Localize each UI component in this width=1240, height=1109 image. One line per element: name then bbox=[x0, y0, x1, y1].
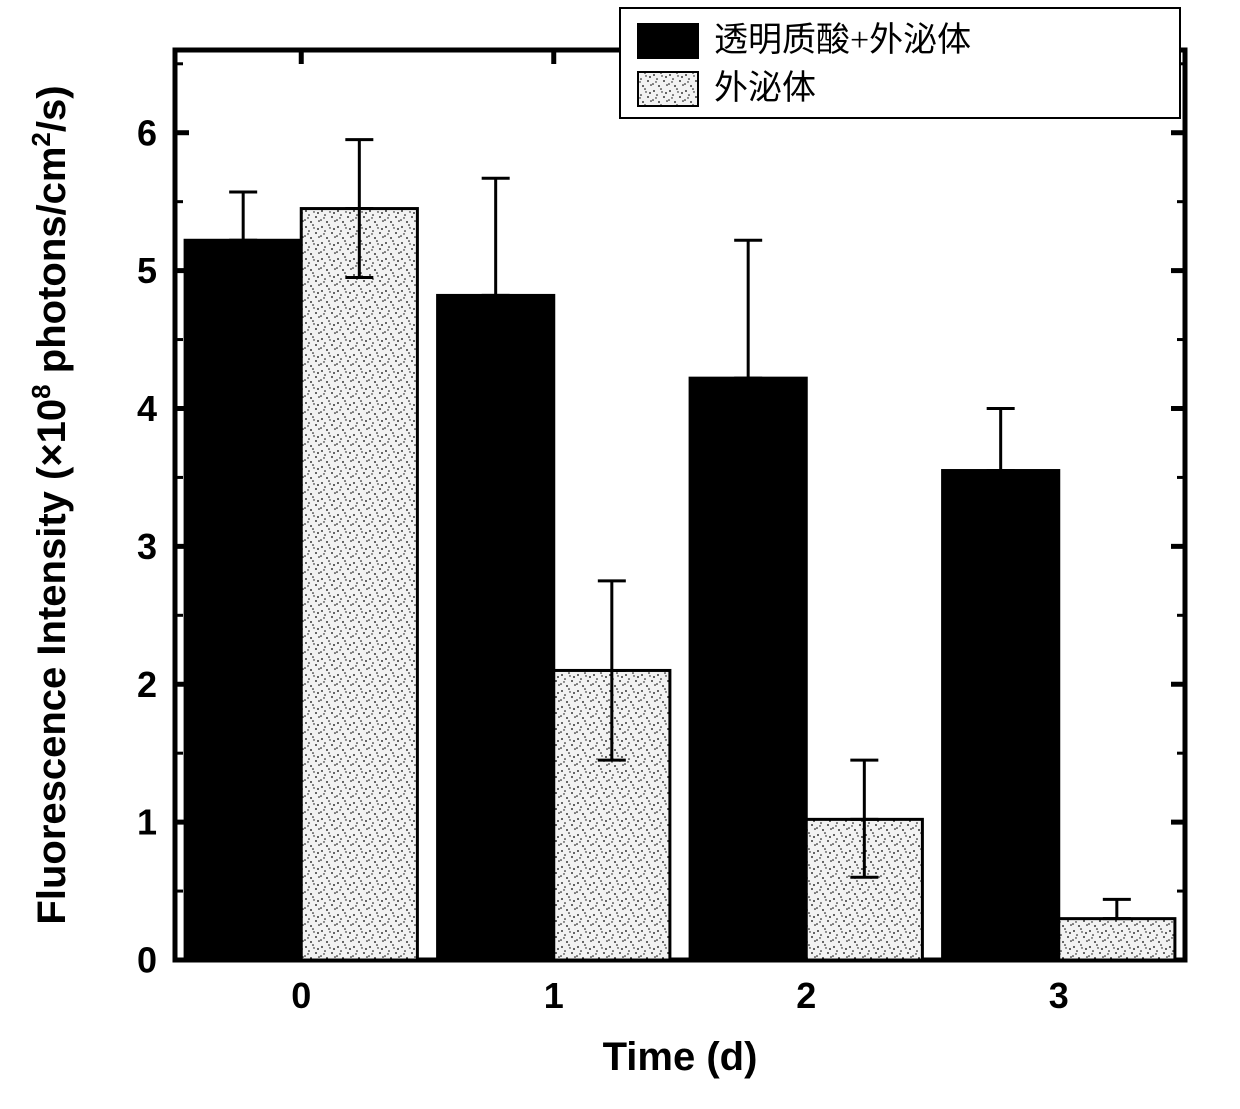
svg-text:2: 2 bbox=[137, 664, 157, 705]
bar-ha_exo bbox=[185, 240, 301, 960]
svg-text:6: 6 bbox=[137, 112, 157, 153]
legend-swatch-exo bbox=[638, 72, 698, 106]
svg-text:1: 1 bbox=[137, 802, 157, 843]
svg-text:2: 2 bbox=[796, 975, 816, 1016]
bar-ha_exo bbox=[943, 471, 1059, 960]
svg-text:3: 3 bbox=[137, 526, 157, 567]
svg-text:5: 5 bbox=[137, 250, 157, 291]
svg-text:0: 0 bbox=[291, 975, 311, 1016]
x-axis-label: Time (d) bbox=[603, 1035, 758, 1079]
legend-label-exo: 外泌体 bbox=[714, 69, 816, 107]
svg-text:0: 0 bbox=[137, 940, 157, 981]
bar-exo bbox=[1059, 919, 1175, 960]
svg-text:4: 4 bbox=[137, 388, 157, 429]
chart-container: 0 1 2 3 4 5 6 0 1 2 3 Time (d) Fluorescence Intensit… bbox=[0, 0, 1240, 1109]
y-axis-label: Fluorescence Intensity (×108 photons/cm2… bbox=[26, 85, 74, 924]
svg-text:3: 3 bbox=[1049, 975, 1069, 1016]
svg-text:1: 1 bbox=[544, 975, 564, 1016]
bar-chart-svg: 0 1 2 3 4 5 6 0 1 2 3 Time (d) Fluorescence Intensit… bbox=[0, 0, 1240, 1109]
legend: 透明质酸+外泌体外泌体 bbox=[620, 8, 1180, 118]
bar-ha_exo bbox=[690, 378, 806, 960]
bar-ha_exo bbox=[438, 295, 554, 960]
legend-label-ha_exo: 透明质酸+外泌体 bbox=[714, 21, 971, 59]
legend-swatch-ha_exo bbox=[638, 24, 698, 58]
svg-text:Fluorescence Intensity (×108 p: Fluorescence Intensity (×108 photons/cm2… bbox=[26, 85, 74, 924]
bar-exo bbox=[301, 209, 417, 960]
